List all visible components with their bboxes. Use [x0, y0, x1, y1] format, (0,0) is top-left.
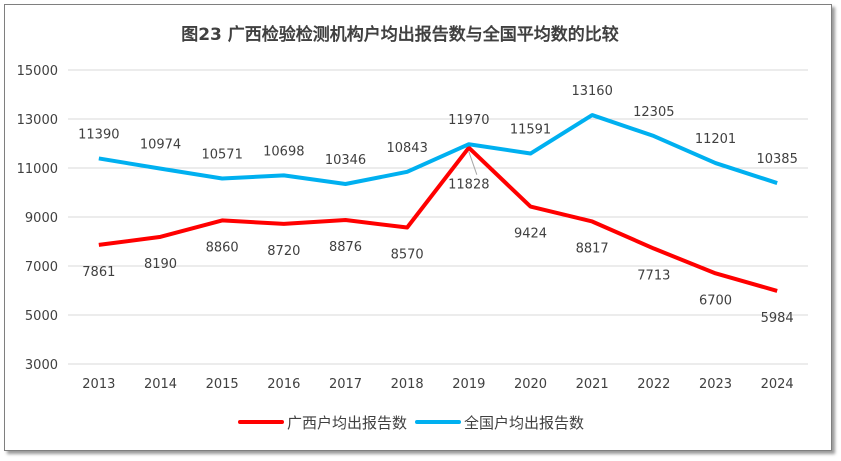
data-label: 10843 — [386, 141, 427, 156]
x-tick-label: 2018 — [391, 377, 424, 392]
data-label: 10385 — [756, 152, 797, 167]
x-tick-label: 2013 — [82, 377, 115, 392]
x-tick-label: 2017 — [329, 377, 362, 392]
x-tick-label: 2021 — [576, 377, 609, 392]
x-tick-label: 2022 — [637, 377, 670, 392]
y-tick-label: 9000 — [25, 211, 58, 226]
data-label: 9424 — [514, 227, 547, 242]
data-label: 8190 — [144, 257, 177, 272]
data-label: 8860 — [206, 240, 239, 255]
data-label: 7861 — [82, 265, 115, 280]
chart-frame — [4, 4, 832, 451]
data-label: 11390 — [78, 127, 119, 142]
data-label: 11970 — [448, 113, 489, 128]
data-label: 6700 — [699, 293, 732, 308]
y-tick-label: 13000 — [17, 113, 58, 128]
series-line-0 — [98, 145, 778, 293]
x-tick-label: 2023 — [699, 377, 732, 392]
y-tick-label: 15000 — [17, 64, 58, 79]
x-tick-label: 2016 — [267, 377, 300, 392]
y-tick-label: 11000 — [17, 162, 58, 177]
y-tick-label: 3000 — [25, 358, 58, 373]
data-label: 10974 — [140, 138, 181, 153]
data-label: 8570 — [391, 248, 424, 263]
data-label: 10346 — [325, 153, 366, 168]
x-tick-label: 2015 — [206, 377, 239, 392]
data-label: 8720 — [267, 244, 300, 259]
data-label: 12305 — [633, 105, 674, 120]
y-tick-label: 5000 — [25, 309, 58, 324]
data-label: 11591 — [510, 123, 551, 138]
legend-label-1: 全国户均出报告数 — [464, 414, 584, 432]
x-tick-label: 2014 — [144, 377, 177, 392]
leader-line — [468, 151, 478, 175]
data-label: 8817 — [576, 241, 609, 256]
x-tick-label: 2019 — [452, 377, 485, 392]
data-label: 5984 — [761, 311, 794, 326]
x-tick-label: 2024 — [761, 377, 794, 392]
data-label: 11828 — [448, 178, 489, 193]
data-label: 11201 — [695, 132, 736, 147]
data-label: 10571 — [201, 148, 242, 163]
legend-label-0: 广西户均出报告数 — [287, 414, 407, 432]
data-label: 7713 — [637, 269, 670, 284]
y-tick-label: 7000 — [25, 260, 58, 275]
data-label: 13160 — [571, 84, 612, 99]
x-tick-label: 2020 — [514, 377, 547, 392]
chart-title: 图23 广西检验检测机构户均出报告数与全国平均数的比较 — [181, 24, 619, 45]
data-label: 10698 — [263, 144, 304, 159]
data-label: 8876 — [329, 240, 362, 255]
series-line-1 — [98, 113, 778, 187]
